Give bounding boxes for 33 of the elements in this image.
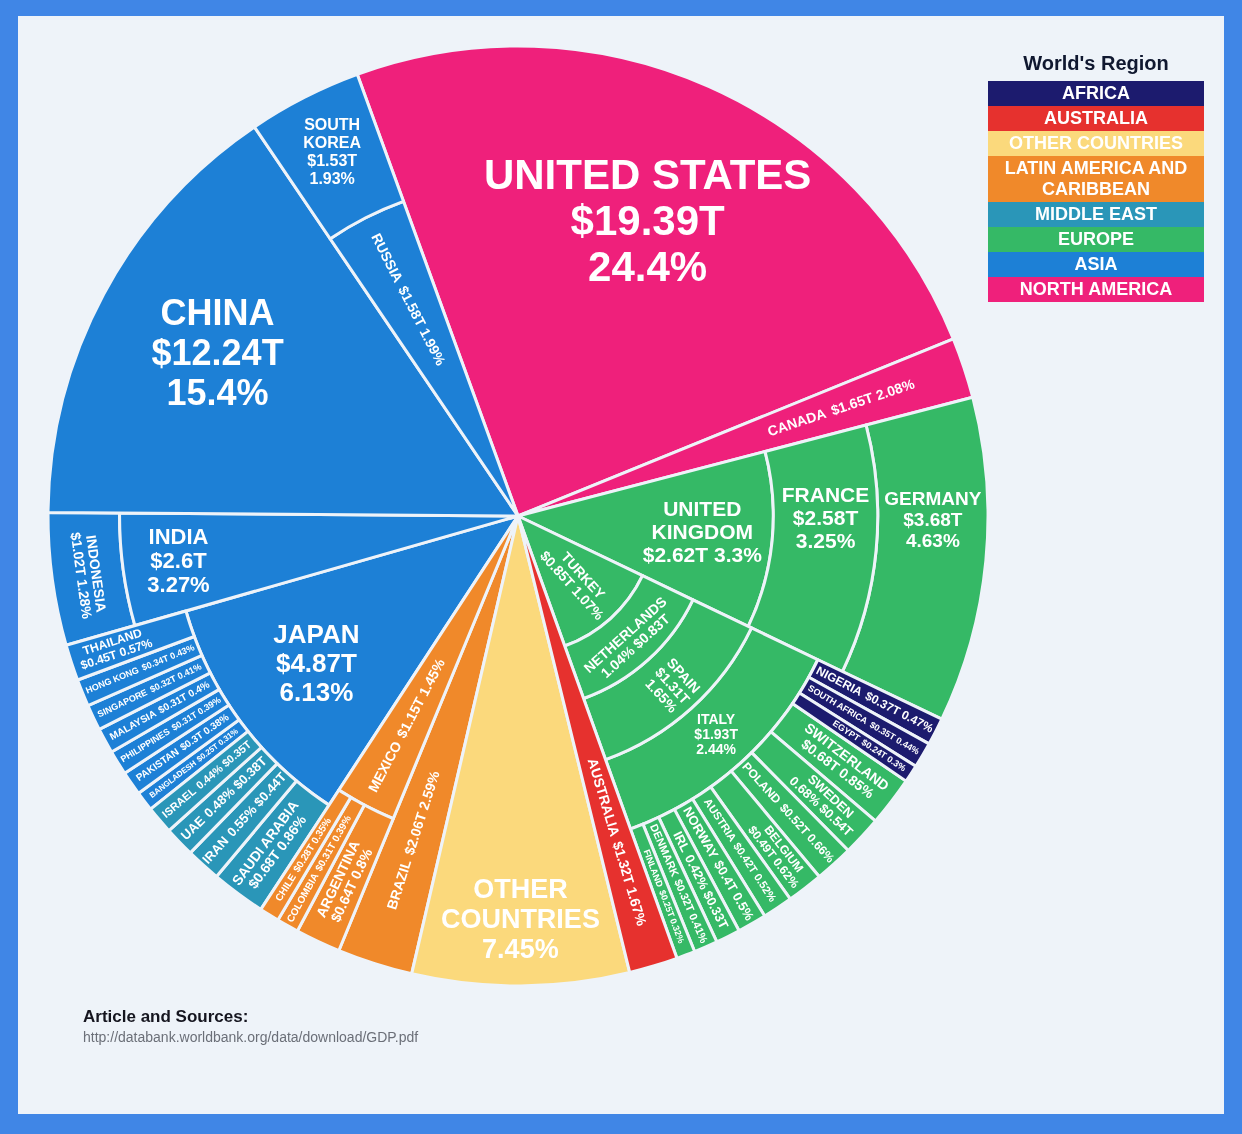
data-label: $1.53T 1.93% [307,151,358,187]
category-label: JAPAN [273,618,360,649]
text: MIDDLE EAST [1034,204,1157,224]
text: ASIA [1074,254,1118,274]
legend-title: World's Region [1022,52,1170,75]
text: OTHER COUNTRIES [1008,133,1183,153]
text: Article and Sources: [83,1006,250,1028]
data-label: $4.87T 6.13% [275,647,358,707]
data-label: $2.58T 3.25% [792,506,859,553]
category-label: FRANCE [781,483,870,507]
data-label: 7.45% [482,933,559,964]
category-label: ITALY [697,711,736,728]
data-label: $3.68T 4.63% [903,508,963,551]
text: LATIN AMERICA AND CARIBBEAN [1004,158,1188,199]
text: EUROPE [1057,229,1135,249]
category-label: CHINA [160,292,275,334]
data-label: $19.39T 24.4% [570,197,726,291]
category-label: OTHER COUNTRIES [440,873,600,934]
text: AUSTRALIA [1044,108,1148,128]
category-label: UNITED KINGDOM [651,497,754,544]
text: AFRICA [1062,83,1130,103]
category-label: INDIA [148,524,209,550]
text: NORTH AMERICA [1019,279,1173,299]
data-label: $2.06T 2.59% [400,768,443,857]
data-label: $2.62T 3.3% [642,543,763,567]
category-label: GERMANY [884,487,982,509]
data-label: $1.93T 2.44% [694,726,739,758]
data-label: $1.65T 2.08% [828,375,917,419]
category-label: UNITED STATES [483,151,812,199]
data-label: $12.24T 15.4% [151,332,284,414]
text: http://databank.worldbank.org/data/download/GDP.pdf [83,1028,419,1046]
category-label: SOUTH KOREA [303,115,362,151]
data-label: $2.6T 3.27% [147,548,210,598]
